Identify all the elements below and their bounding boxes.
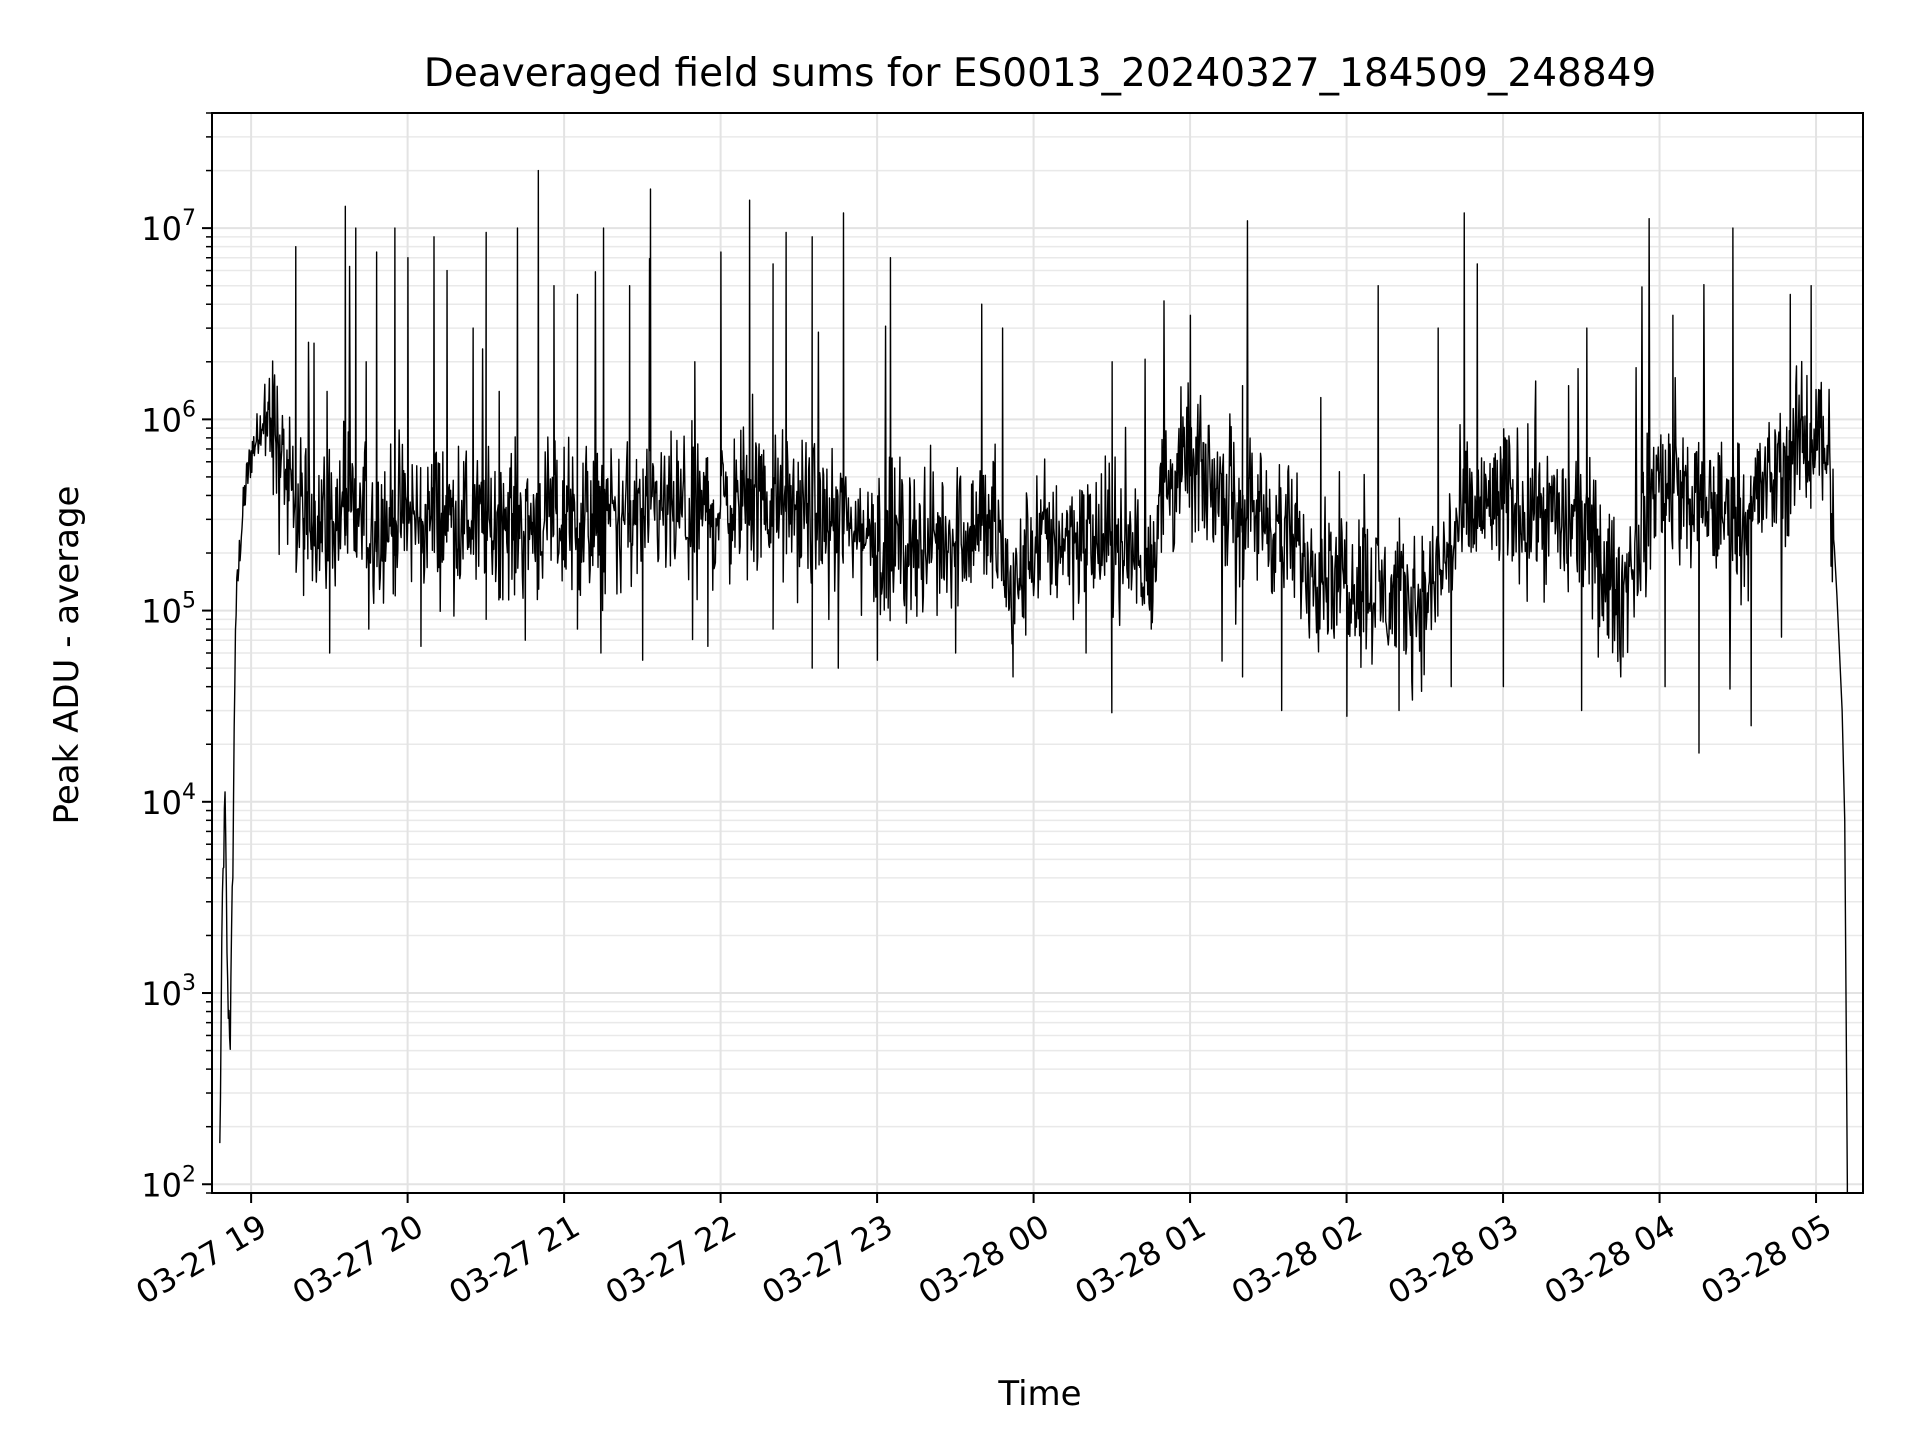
gridlines <box>212 112 1863 1194</box>
x-tick-label: 03-28 03 <box>1381 1207 1525 1312</box>
y-tick-label: 107 <box>141 206 196 248</box>
x-tick-label: 03-27 19 <box>130 1207 274 1312</box>
x-tick-label: 03-28 05 <box>1694 1207 1838 1312</box>
x-axis: 03-27 19 03-27 20 03-27 21 03-27 22 03-27 23… <box>130 1193 1838 1312</box>
y-tick-label: 106 <box>141 397 196 439</box>
x-tick-label: 03-28 00 <box>912 1207 1056 1312</box>
x-tick-label: 03-27 20 <box>286 1207 430 1312</box>
y-tick-label: 102 <box>141 1162 196 1204</box>
chart-title: Deaveraged field sums for ES0013_2024032… <box>424 51 1657 96</box>
x-axis-label: Time <box>997 1374 1081 1414</box>
y-axis: 102 103 104 105 106 107 <box>141 112 212 1204</box>
y-axis-label: Peak ADU - average <box>47 486 87 825</box>
x-tick-label: 03-27 22 <box>599 1207 743 1312</box>
x-tick-label: 03-28 01 <box>1068 1207 1212 1312</box>
y-tick-label: 103 <box>141 971 196 1013</box>
x-tick-label: 03-28 02 <box>1225 1207 1369 1312</box>
series-line <box>219 169 1849 1193</box>
x-tick-label: 03-27 21 <box>443 1207 587 1312</box>
plot-data <box>219 169 1849 1193</box>
y-tick-label: 105 <box>141 589 196 631</box>
x-tick-label: 03-27 23 <box>755 1207 899 1312</box>
y-tick-label: 104 <box>141 780 196 822</box>
x-tick-label: 03-28 04 <box>1538 1207 1682 1312</box>
